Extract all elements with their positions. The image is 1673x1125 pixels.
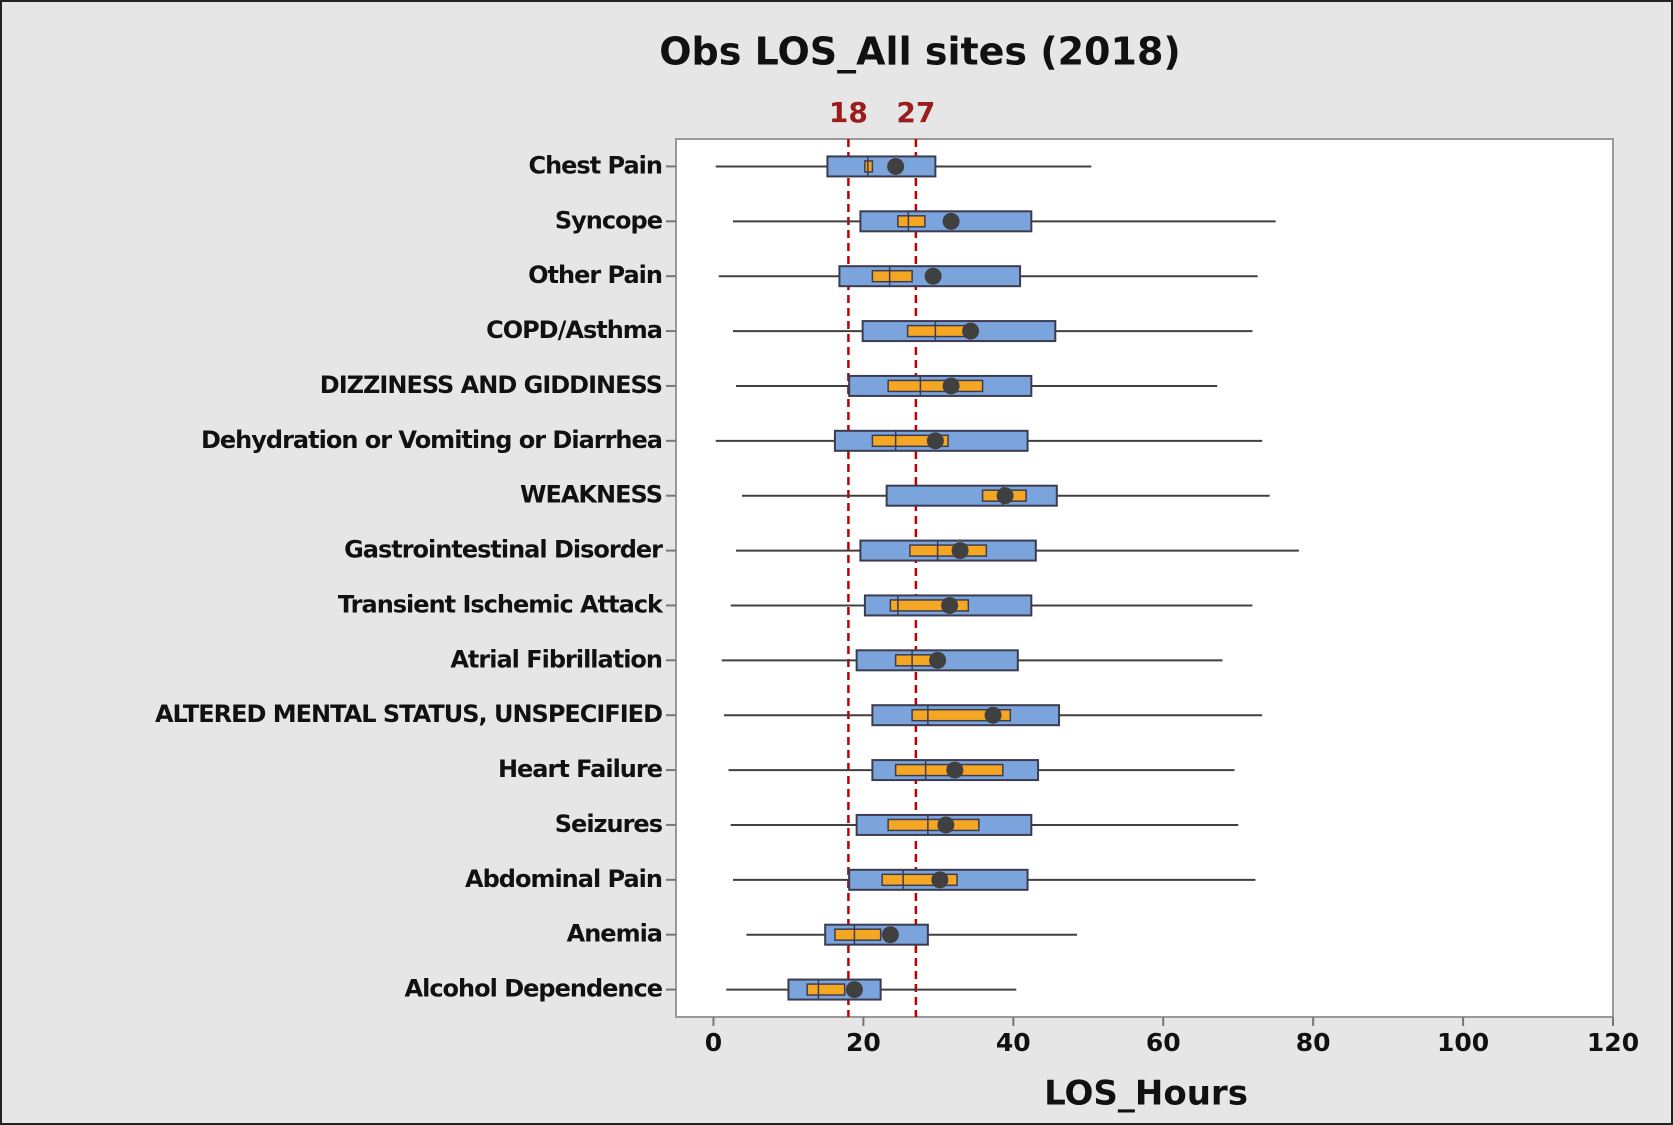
median-ci: [889, 599, 970, 612]
mean: [931, 871, 949, 889]
x-tick-label: 40: [996, 1028, 1031, 1057]
reference-label: 27: [896, 96, 935, 129]
x-tick-label: 0: [705, 1028, 722, 1057]
y-tick-label: COPD/Asthma: [486, 316, 662, 344]
y-tick-label: Heart Failure: [498, 755, 663, 783]
y-tick-label: Seizures: [555, 810, 663, 838]
x-tick-label: 60: [1146, 1028, 1181, 1057]
y-tick-label: Dehydration or Vomiting or Diarrhea: [201, 426, 662, 454]
mean: [996, 487, 1014, 505]
median-ci: [911, 708, 1012, 722]
chart-title: Obs LOS_All sites (2018): [659, 30, 1181, 74]
mean: [962, 322, 980, 340]
mean: [941, 596, 959, 614]
x-tick-label: 80: [1296, 1028, 1331, 1057]
y-tick-label: DIZZINESS AND GIDDINESS: [320, 371, 662, 399]
box: [885, 484, 1058, 507]
y-tick-label: Gastrointestinal Disorder: [344, 536, 663, 564]
median-ci: [881, 873, 958, 887]
median-ci: [887, 818, 980, 832]
mean: [845, 981, 863, 999]
x-tick-label: 100: [1437, 1028, 1489, 1057]
median-ci: [806, 983, 846, 996]
mean: [942, 212, 960, 230]
y-tick-label: Abdominal Pain: [465, 865, 662, 893]
y-tick-label: ALTERED MENTAL STATUS, UNSPECIFIED: [155, 700, 662, 728]
plot-area: [675, 138, 1614, 1018]
reference-label: 18: [829, 96, 868, 129]
median-ci: [906, 324, 967, 338]
y-tick-label: WEAKNESS: [520, 481, 662, 509]
mean: [937, 816, 955, 834]
y-tick-label: Syncope: [555, 206, 663, 234]
median-ci: [909, 544, 988, 557]
mean: [881, 926, 899, 944]
mean: [924, 267, 942, 285]
y-tick-label: Alcohol Dependence: [405, 975, 663, 1003]
mean: [946, 761, 964, 779]
x-axis-label: LOS_Hours: [1044, 1074, 1248, 1114]
y-tick-label: Atrial Fibrillation: [450, 645, 662, 673]
median-ci: [871, 269, 913, 283]
mean: [887, 157, 905, 175]
median-ci: [897, 215, 926, 228]
mean: [942, 377, 960, 395]
y-tick-label: Chest Pain: [528, 151, 662, 179]
x-tick-label: 20: [846, 1028, 881, 1057]
mean: [984, 706, 1002, 724]
box: [826, 155, 937, 178]
median-ci: [887, 379, 984, 393]
x-tick-label: 120: [1587, 1028, 1639, 1057]
y-tick-label: Transient Ischemic Attack: [338, 590, 664, 618]
median-ci: [871, 434, 949, 448]
mean: [951, 542, 969, 560]
mean: [926, 432, 944, 450]
y-tick-label: Other Pain: [528, 261, 662, 289]
y-tick-label: Anemia: [567, 920, 662, 948]
mean: [929, 651, 947, 669]
median-ci: [834, 928, 882, 941]
